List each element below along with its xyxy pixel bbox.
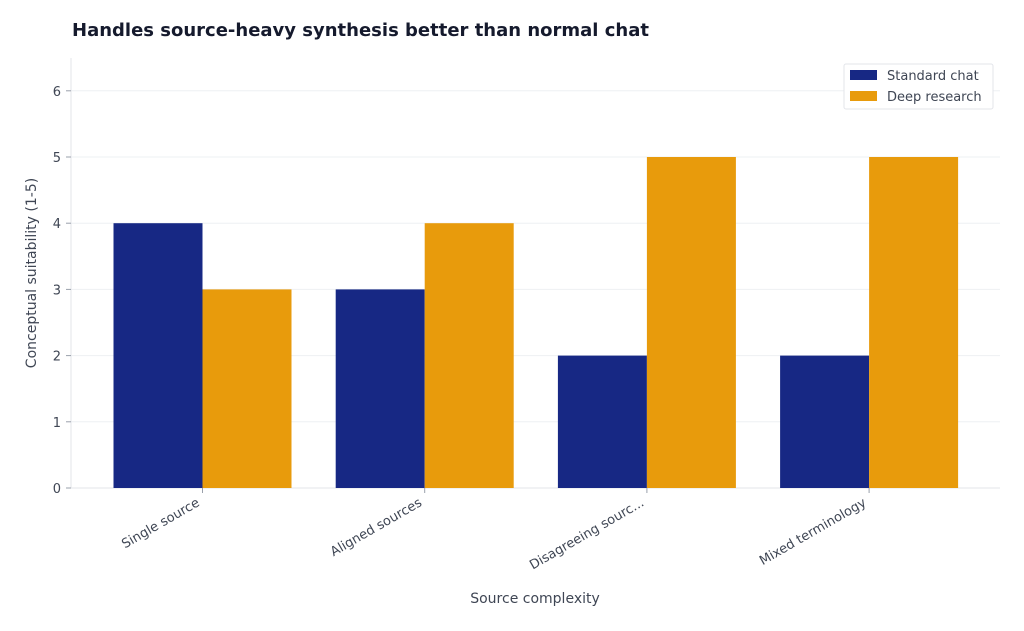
legend-label-deep-research: Deep research [887, 90, 982, 105]
y-tick-label: 3 [53, 283, 61, 298]
bar-deep-research [424, 223, 514, 488]
y-tick-labels: 0 1 2 3 4 5 6 [53, 85, 71, 497]
bars [113, 157, 959, 488]
legend-swatch-standard-chat [850, 70, 877, 80]
bar-deep-research [869, 157, 959, 488]
y-tick-label: 5 [53, 151, 61, 166]
x-tick-label: Disagreeing sourc... [527, 495, 647, 573]
legend-box [843, 63, 994, 110]
legend-label-standard-chat: Standard chat [887, 69, 979, 84]
x-tick-label: Aligned sources [328, 495, 425, 560]
bar-standard-chat [335, 289, 425, 488]
x-tick-label: Mixed terminology [757, 495, 869, 568]
legend-swatch-deep-research [850, 91, 877, 101]
y-tick-label: 4 [53, 217, 61, 232]
bar-deep-research [646, 157, 736, 488]
y-tick-label: 6 [53, 85, 61, 100]
y-tick-label: 0 [53, 482, 61, 497]
y-tick-label: 1 [53, 416, 61, 431]
bar-standard-chat [557, 355, 647, 488]
chart-title: Handles source-heavy synthesis better th… [72, 20, 649, 41]
legend: Standard chat Deep research [843, 63, 994, 110]
bar-standard-chat [113, 223, 203, 488]
y-tick-label: 2 [53, 350, 61, 365]
bar-standard-chat [780, 355, 870, 488]
y-axis-label: Conceptual suitability (1-5) [24, 178, 40, 368]
x-tick-labels: Single source Aligned sources Disagreeing … [119, 488, 870, 573]
bar-deep-research [202, 289, 292, 488]
x-tick-label: Single source [119, 495, 202, 552]
x-axis-label: Source complexity [470, 591, 600, 607]
